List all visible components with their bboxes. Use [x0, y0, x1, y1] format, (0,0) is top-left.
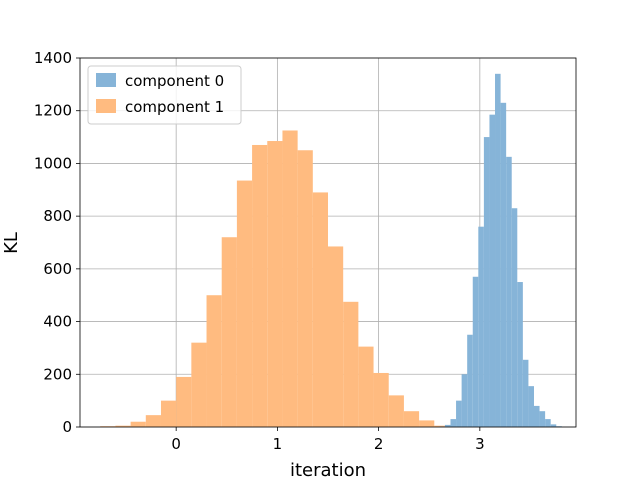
histogram-bar-component-0: [522, 359, 529, 427]
histogram-bar-component-0: [478, 226, 484, 427]
legend-swatch-component-1: [96, 99, 116, 113]
histogram-bar-component-0: [489, 114, 496, 428]
histogram-bar-component-0: [472, 276, 479, 427]
x-tick-label: 0: [171, 435, 181, 453]
histogram-bar-component-1: [252, 144, 268, 427]
bars-layer: [100, 73, 562, 428]
histogram-bar-component-1: [236, 180, 253, 427]
histogram-bar-component-0: [506, 156, 512, 427]
histogram-bar-component-1: [312, 192, 328, 427]
histogram-bar-component-1: [434, 425, 450, 427]
histogram-bar-component-0: [495, 73, 501, 428]
histogram-bar-component-1: [403, 411, 420, 427]
y-tick-label: 200: [43, 365, 72, 383]
histogram-bar-component-0: [461, 374, 468, 427]
y-tick-label: 400: [43, 313, 72, 331]
histogram-bar-component-0: [550, 424, 557, 427]
histogram-bar-component-1: [419, 420, 435, 427]
y-tick-label: 600: [43, 260, 72, 278]
y-axis-label: KL: [1, 232, 22, 254]
histogram-bar-component-0: [539, 411, 546, 427]
histogram-bar-component-1: [191, 342, 207, 427]
histogram-bar-component-1: [328, 246, 344, 427]
legend-label-component-1: component 1: [125, 98, 224, 116]
histogram-bar-component-1: [373, 372, 389, 427]
histogram-bar-component-0: [517, 282, 523, 427]
histogram-bar-component-0: [456, 400, 462, 427]
histogram-bar-component-0: [450, 419, 457, 427]
y-tick-label: 1000: [34, 154, 72, 172]
histogram-bar-component-1: [267, 141, 283, 427]
x-tick-label: 1: [273, 435, 283, 453]
histogram-bar-component-0: [467, 334, 473, 427]
histogram-bar-component-1: [343, 301, 359, 427]
plot-frame: [79, 57, 577, 428]
histogram-bar-component-1: [282, 130, 298, 427]
histogram-bar-component-1: [145, 415, 161, 427]
legend-swatch-component-0: [96, 73, 116, 87]
histogram-bar-component-1: [160, 400, 177, 427]
histogram-bar-component-0: [528, 386, 534, 427]
y-tick-label: 1400: [34, 49, 72, 67]
histogram-bar-component-1: [130, 421, 146, 427]
x-axis-label: iteration: [290, 460, 366, 480]
histogram-bar-component-0: [444, 424, 451, 427]
histogram-bar-component-1: [358, 346, 374, 427]
y-tick-label: 800: [43, 207, 72, 225]
histogram-bar-component-1: [221, 237, 237, 427]
legend-frame: [87, 65, 242, 125]
histogram-bar-component-0: [533, 405, 540, 427]
histogram-bar-component-0: [511, 208, 518, 427]
histogram-bar-component-1: [297, 150, 313, 427]
histogram-bar-component-0: [483, 137, 490, 428]
histogram-bar-component-0: [545, 419, 551, 427]
legend: component 0 component 1: [87, 65, 242, 125]
x-tick-label: 2: [374, 435, 384, 453]
x-tick-label: 3: [475, 435, 485, 453]
histogram-bar-component-1: [388, 395, 404, 427]
axes-layer: 0 1 2 3 0 200 400 600 800 1000 1200 1400: [34, 49, 577, 453]
y-tick-label: 0: [62, 418, 72, 436]
histogram-bar-component-1: [206, 295, 222, 427]
histogram-bar-component-1: [115, 425, 131, 427]
histogram-bar-component-1: [176, 376, 192, 427]
legend-label-component-0: component 0: [125, 72, 224, 90]
histogram-bar-component-0: [500, 102, 507, 428]
y-tick-label: 1200: [34, 102, 72, 120]
